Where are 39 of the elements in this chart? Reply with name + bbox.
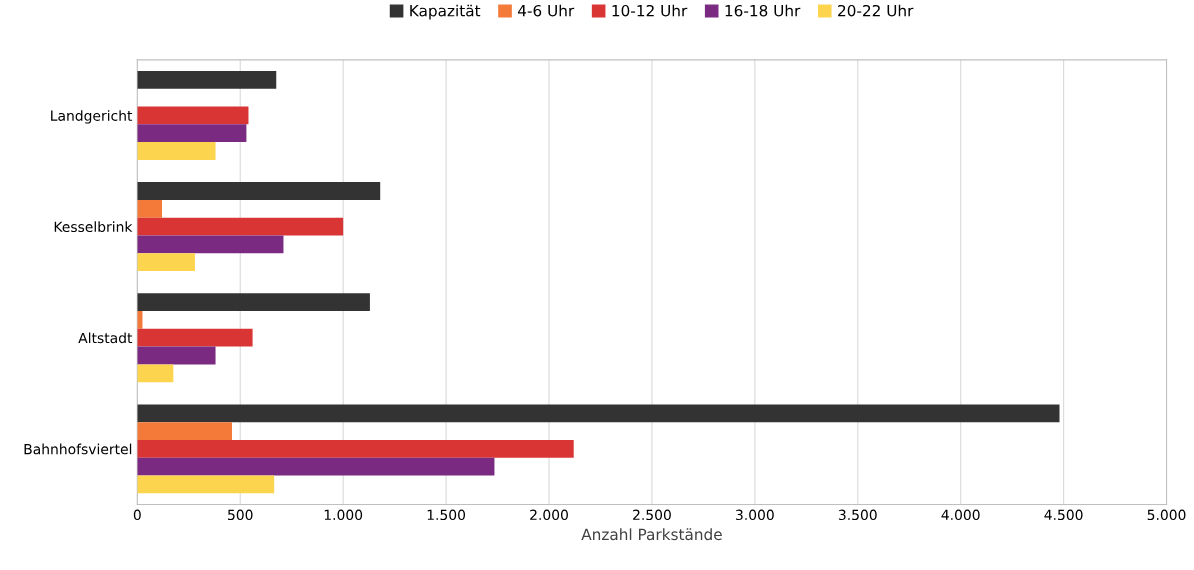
bar — [137, 439, 574, 458]
x-tick-label: 3.500 — [838, 509, 877, 521]
x-tick-label: 1.500 — [427, 509, 466, 521]
bar — [137, 404, 1060, 423]
x-tick-label: 1.000 — [324, 509, 363, 521]
x-tick-label: 2.500 — [633, 509, 671, 521]
legend-label: 20-22 Uhr — [838, 4, 914, 17]
x-tick-label: 4.500 — [1044, 509, 1083, 521]
bar — [137, 106, 249, 125]
bar — [137, 142, 216, 160]
bar — [137, 328, 253, 347]
bar — [137, 199, 163, 218]
x-tick-label: 4.000 — [941, 509, 980, 521]
bar — [137, 346, 216, 365]
y-tick-label: Kesselbrink — [54, 221, 133, 233]
bar — [137, 235, 284, 254]
bar — [137, 475, 275, 494]
bar — [137, 182, 381, 200]
x-tick-label: 2.000 — [530, 509, 568, 521]
bar — [137, 124, 247, 143]
legend-label: 10-12 Uhr — [612, 4, 688, 17]
x-tick-label: 5.000 — [1147, 509, 1186, 521]
y-tick-label: Bahnhofsviertel — [24, 443, 132, 455]
y-tick-label: Landgericht — [51, 110, 133, 124]
legend-label: 4-6 Uhr — [517, 4, 575, 17]
bar — [137, 70, 277, 89]
x-tick-label: 0 — [133, 509, 141, 521]
bar — [137, 293, 370, 312]
bar — [137, 253, 195, 272]
bar — [137, 217, 344, 236]
x-axis-title: Anzahl Parkstände — [581, 528, 722, 541]
x-tick-label: 3.000 — [736, 509, 774, 521]
legend-label: Kapazität — [410, 4, 481, 20]
legend-label: 16-18 Uhr — [725, 4, 801, 17]
bar — [137, 422, 232, 440]
bar — [137, 457, 495, 476]
x-tick-label: 500 — [228, 509, 253, 521]
bar — [137, 364, 174, 383]
y-tick-label: Altstadt — [78, 332, 133, 344]
